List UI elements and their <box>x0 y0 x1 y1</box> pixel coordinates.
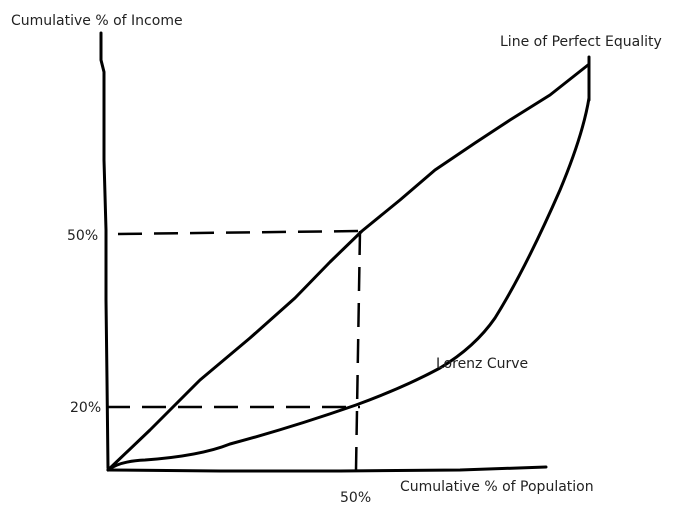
equality-line-label: Line of Perfect Equality <box>500 34 662 50</box>
y-tick-50-label: 50% <box>67 228 98 244</box>
guide-50-horizontal <box>117 229 361 236</box>
x-axis-title: Cumulative % of Population <box>400 479 594 495</box>
guide-50-vertical <box>354 230 362 471</box>
x-axis-line <box>106 465 548 473</box>
y-axis-line <box>99 31 110 470</box>
lorenz-curve-label: Lorenz Curve <box>436 356 528 372</box>
lorenz-curve <box>106 96 591 472</box>
y-tick-20-label: 20% <box>70 400 101 416</box>
x-tick-50-label: 50% <box>340 490 371 506</box>
y-axis-title: Cumulative % of Income <box>11 13 183 29</box>
line-of-perfect-equality <box>106 63 590 472</box>
